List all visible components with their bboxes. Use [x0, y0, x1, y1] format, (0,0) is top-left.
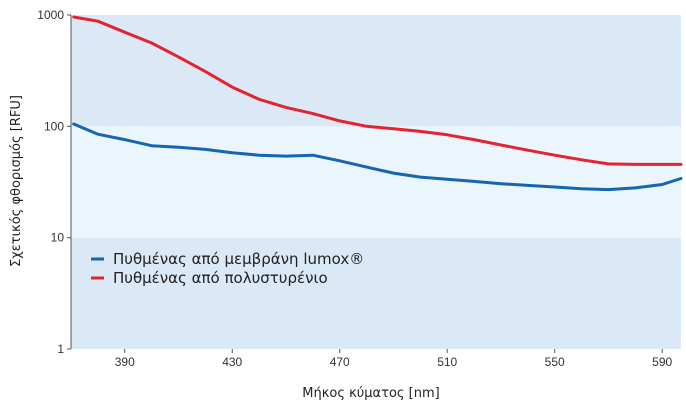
legend: Πυθμένας από μεμβράνη lumox® Πυθμένας απ… — [91, 250, 364, 287]
legend-label-lumox: Πυθμένας από μεμβράνη lumox® — [113, 250, 364, 268]
x-axis-title: Μήκος κύματος [nm] — [302, 386, 439, 401]
background-band-2 — [71, 15, 681, 127]
x-tick-label: 550 — [545, 355, 565, 369]
y-axis-ticks: 1 10 100 1000 — [37, 8, 71, 356]
x-axis-ticks: 390 430 470 510 550 590 — [115, 349, 673, 369]
y-tick-label: 10 — [51, 231, 65, 245]
y-axis-title: Σχετικός φθορισμός [RFU] — [9, 95, 24, 267]
x-tick-label: 430 — [222, 355, 242, 369]
x-tick-label: 470 — [330, 355, 350, 369]
y-tick-label: 1 — [57, 342, 64, 356]
series-lines — [72, 15, 683, 192]
x-tick-label: 510 — [437, 355, 457, 369]
x-tick-label: 390 — [115, 355, 135, 369]
background-band-0 — [71, 237, 681, 349]
background-band-1 — [71, 126, 681, 238]
series-line-polystyrene — [72, 15, 683, 166]
x-tick-label: 590 — [652, 355, 672, 369]
y-tick-label: 100 — [44, 119, 64, 133]
background-bands — [71, 15, 681, 349]
y-tick-label: 1000 — [37, 8, 64, 22]
legend-label-polystyrene: Πυθμένας από πολυστυρένιο — [113, 269, 328, 287]
series-line-lumox — [72, 122, 683, 192]
